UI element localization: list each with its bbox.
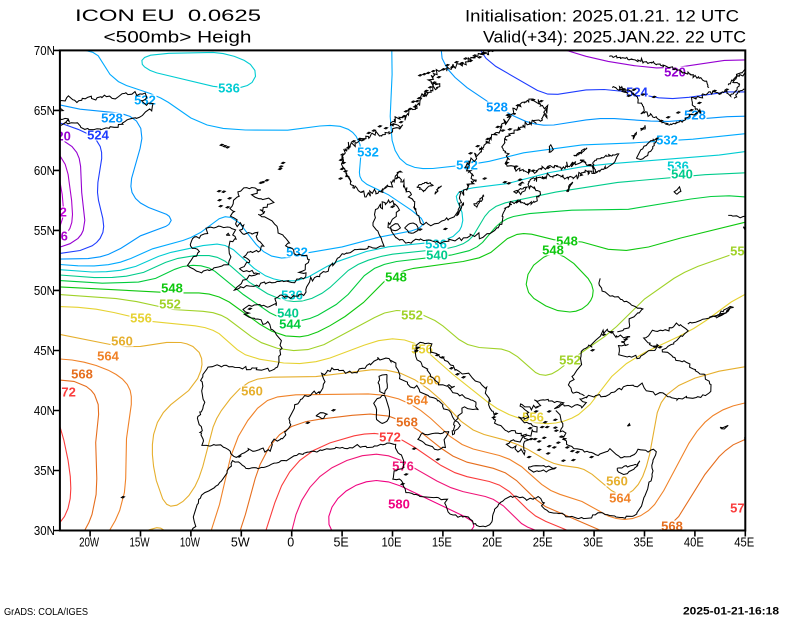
svg-text:40E: 40E	[684, 536, 704, 550]
svg-text:25E: 25E	[533, 536, 553, 550]
svg-text:5W: 5W	[231, 536, 250, 550]
svg-text:552: 552	[559, 353, 581, 368]
svg-text:568: 568	[71, 367, 93, 382]
svg-text:45N: 45N	[34, 344, 55, 358]
svg-text:540: 540	[277, 306, 299, 321]
svg-text:20E: 20E	[482, 536, 502, 550]
svg-text:552: 552	[730, 244, 752, 259]
svg-text:572: 572	[54, 385, 76, 400]
svg-text:564: 564	[406, 393, 428, 408]
svg-text:55N: 55N	[34, 224, 55, 238]
svg-text:560: 560	[241, 384, 263, 399]
svg-text:30E: 30E	[583, 536, 603, 550]
svg-text:Valid(+34): 2025.JAN.22. 22 UT: Valid(+34): 2025.JAN.22. 22 UTC	[483, 28, 746, 47]
svg-text:10W: 10W	[180, 536, 200, 550]
svg-text:572: 572	[379, 430, 401, 445]
svg-text:GrADS: COLA/IGES: GrADS: COLA/IGES	[4, 606, 88, 618]
svg-text:548: 548	[542, 243, 564, 258]
svg-text:548: 548	[161, 281, 183, 296]
svg-text:528: 528	[101, 111, 123, 126]
svg-text:536: 536	[281, 288, 303, 303]
svg-text:2025-01-21-16:18: 2025-01-21-16:18	[683, 606, 779, 618]
svg-text:<500mb> Heigh: <500mb> Heigh	[104, 28, 252, 47]
svg-text:60N: 60N	[34, 164, 55, 178]
svg-text:40N: 40N	[34, 404, 55, 418]
svg-text:564: 564	[97, 349, 119, 364]
svg-text:560: 560	[111, 334, 133, 349]
svg-text:10E: 10E	[382, 536, 402, 550]
svg-text:520: 520	[49, 129, 71, 144]
svg-text:45E: 45E	[734, 536, 754, 550]
svg-text:568: 568	[396, 415, 418, 430]
svg-text:35N: 35N	[34, 464, 55, 478]
svg-text:65N: 65N	[34, 104, 55, 118]
svg-text:572: 572	[730, 501, 752, 516]
svg-text:528: 528	[486, 100, 508, 115]
svg-text:512: 512	[45, 205, 67, 220]
svg-text:524: 524	[87, 128, 109, 143]
svg-text:544: 544	[279, 317, 301, 332]
svg-text:5E: 5E	[333, 536, 348, 550]
svg-text:552: 552	[159, 297, 181, 312]
svg-text:30N: 30N	[34, 524, 55, 538]
svg-text:568: 568	[661, 519, 683, 534]
svg-text:540: 540	[671, 167, 693, 182]
svg-text:ICON EU 0.0625: ICON EU 0.0625	[75, 6, 261, 25]
svg-text:532: 532	[357, 145, 379, 160]
svg-text:560: 560	[419, 373, 441, 388]
svg-text:35E: 35E	[634, 536, 654, 550]
svg-text:532: 532	[286, 245, 308, 260]
svg-text:560: 560	[606, 474, 628, 489]
svg-text:Initialisation: 2025.01.21. 12: Initialisation: 2025.01.21. 12 UTC	[465, 7, 739, 26]
svg-text:540: 540	[426, 248, 448, 263]
svg-text:556: 556	[130, 311, 152, 326]
svg-text:0: 0	[287, 536, 294, 550]
svg-text:520: 520	[664, 65, 686, 80]
svg-text:15E: 15E	[432, 536, 452, 550]
svg-text:552: 552	[401, 308, 423, 323]
svg-text:564: 564	[609, 491, 631, 506]
svg-text:516: 516	[46, 229, 68, 244]
svg-text:15W: 15W	[130, 536, 150, 550]
svg-text:548: 548	[385, 270, 407, 285]
svg-text:70N: 70N	[34, 44, 55, 58]
svg-text:536: 536	[218, 81, 240, 96]
svg-text:20W: 20W	[79, 536, 99, 550]
svg-text:580: 580	[388, 497, 410, 512]
svg-text:532: 532	[656, 133, 678, 148]
svg-text:50N: 50N	[34, 284, 55, 298]
